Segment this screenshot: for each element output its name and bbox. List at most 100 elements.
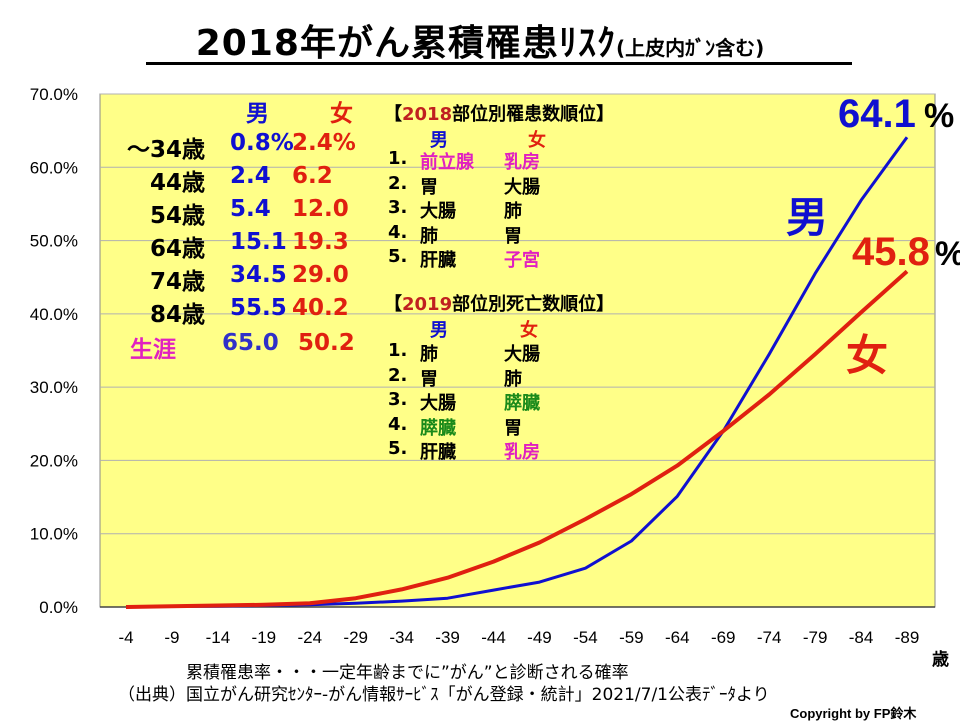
y-tick-label: 60.0% [30,158,78,177]
x-tick-label: -74 [757,628,782,647]
mortality-rank-row-female: 膵臓 [504,393,540,414]
risk-row-male: 34.5 [230,262,287,288]
y-tick-label: 10.0% [30,525,78,544]
end-label-male-pct: % [924,97,954,135]
mortality-rank-row-num: 3. [388,389,408,410]
plot-area [99,93,936,608]
x-tick-label: -19 [252,628,277,647]
incidence-rank-row-female: 肺 [504,201,522,222]
mortality-rank-row-num: 1. [388,340,408,361]
x-tick-label: -14 [206,628,231,647]
risk-row-female: 6.2 [292,163,333,189]
risk-row-male: 5.4 [230,196,271,222]
mortality-rank-row-num: 2. [388,364,408,386]
risk-row-male: 0.8% [230,130,294,156]
y-tick-label: 50.0% [30,232,78,251]
series-label-male: 男 [786,193,828,242]
footnote-source: （出典）国立がん研究ｾﾝﾀｰ-がん情報ｻｰﾋﾞｽ「がん登録・統計」2021/7/… [118,685,770,705]
risk-row-age: ～34歳 [126,137,205,163]
x-tick-label: -29 [343,628,368,647]
mortality-rank-row-male: 肝臓 [420,442,456,463]
x-tick-label: -24 [297,628,322,647]
risk-header-male: 男 [246,101,269,127]
incidence-rank-row-num: 2. [388,172,408,194]
x-tick-label: -69 [711,628,736,647]
incidence-rank-row-male: 肝臓 [420,250,456,271]
title-main: 2018年がん累積罹患ﾘｽｸ [195,23,616,64]
risk-row-female: 2.4% [292,130,356,156]
x-tick-label: -9 [164,628,179,647]
risk-row-male: 2.4 [230,163,271,189]
mortality-rank-row-num: 4. [388,413,408,435]
incidence-rank-row-female: 大腸 [504,176,540,198]
risk-row-age: 44歳 [149,170,205,196]
x-tick-label: -79 [803,628,828,647]
x-tick-label: -39 [435,628,460,647]
y-tick-label: 20.0% [30,451,78,470]
end-label-male: 64.1 [838,92,916,136]
x-tick-label: -84 [849,628,874,647]
mortality-rank-row-num: 5. [388,438,408,459]
series-label-female: 女 [846,331,888,380]
x-tick-label: -49 [527,628,552,647]
x-tick-label: -54 [573,628,598,647]
risk-row-age: 84歳 [149,302,205,328]
mortality-rank-row-female: 乳房 [504,442,540,463]
lifetime-label: 生涯 [130,337,176,363]
risk-row-age: 64歳 [149,236,205,262]
incidence-rank-row-num: 5. [388,246,408,267]
incidence-rank-row-male: 肺 [420,225,438,247]
incidence-rank-row-female: 乳房 [504,152,540,173]
y-tick-label: 40.0% [30,305,78,324]
mortality-rank-row-female: 胃 [504,417,522,439]
incidence-rank-row-female: 子宮 [504,250,540,271]
incidence-rank-row-num: 4. [388,221,408,243]
x-tick-label: -89 [895,628,920,647]
title-sub: (上皮内ｶﾞﾝ含む) [615,36,765,60]
mortality-header-male: 男 [430,320,448,341]
title-underline [146,62,852,65]
risk-row-age: 54歳 [149,203,205,229]
x-tick-label: -59 [619,628,644,647]
y-tick-label: 70.0% [30,85,78,104]
end-label-female: 45.8 [852,230,930,274]
x-tick-label: -4 [118,628,133,647]
footnote-definition: 累積罹患率・・・一定年齢までに”がん”と診断される確率 [186,663,629,683]
mortality-rank-row-male: 肺 [420,344,438,365]
y-tick-label: 0.0% [39,598,78,617]
mortality-rank-row-female: 大腸 [504,344,540,365]
incidence-rank-row-male: 胃 [420,176,438,198]
mortality-rank-row-male: 大腸 [420,393,456,414]
mortality-rank-row-male: 胃 [420,368,438,390]
incidence-rank-row-female: 胃 [504,225,522,247]
x-axis-unit: 歳 [932,650,949,670]
risk-row-female: 29.0 [292,262,349,288]
mortality-header-female: 女 [520,320,538,341]
end-label-female-pct: % [935,235,960,273]
risk-row-female: 12.0 [292,196,349,222]
incidence-header-male: 男 [430,130,448,151]
mortality-rank-title: 【2019部位別死亡数順位】 [384,294,615,315]
lifetime-male: 65.0 [222,330,279,356]
copyright-text: Copyright by FP鈴木 [790,706,917,721]
mortality-rank-row-male: 膵臓 [420,417,456,439]
mortality-rank-row-female: 肺 [504,368,522,390]
risk-row-age: 74歳 [149,269,205,295]
x-tick-label: -34 [389,628,414,647]
incidence-rank-title: 【2018部位別罹患数順位】 [384,104,615,125]
risk-row-female: 40.2 [292,295,349,321]
x-tick-label: -44 [481,628,506,647]
series-line-female [125,269,909,609]
risk-row-male: 15.1 [230,229,287,255]
lifetime-female: 50.2 [298,330,355,356]
incidence-rank-row-num: 1. [388,148,408,169]
chart-title: 2018年がん累積罹患ﾘｽｸ(上皮内ｶﾞﾝ含む) [0,14,960,66]
risk-header-female: 女 [330,101,353,127]
incidence-rank-row-male: 前立腺 [420,152,474,173]
y-tick-label: 30.0% [30,378,78,397]
incidence-rank-row-male: 大腸 [420,201,456,222]
risk-row-male: 55.5 [230,295,287,321]
incidence-rank-row-num: 3. [388,197,408,218]
x-tick-label: -64 [665,628,690,647]
